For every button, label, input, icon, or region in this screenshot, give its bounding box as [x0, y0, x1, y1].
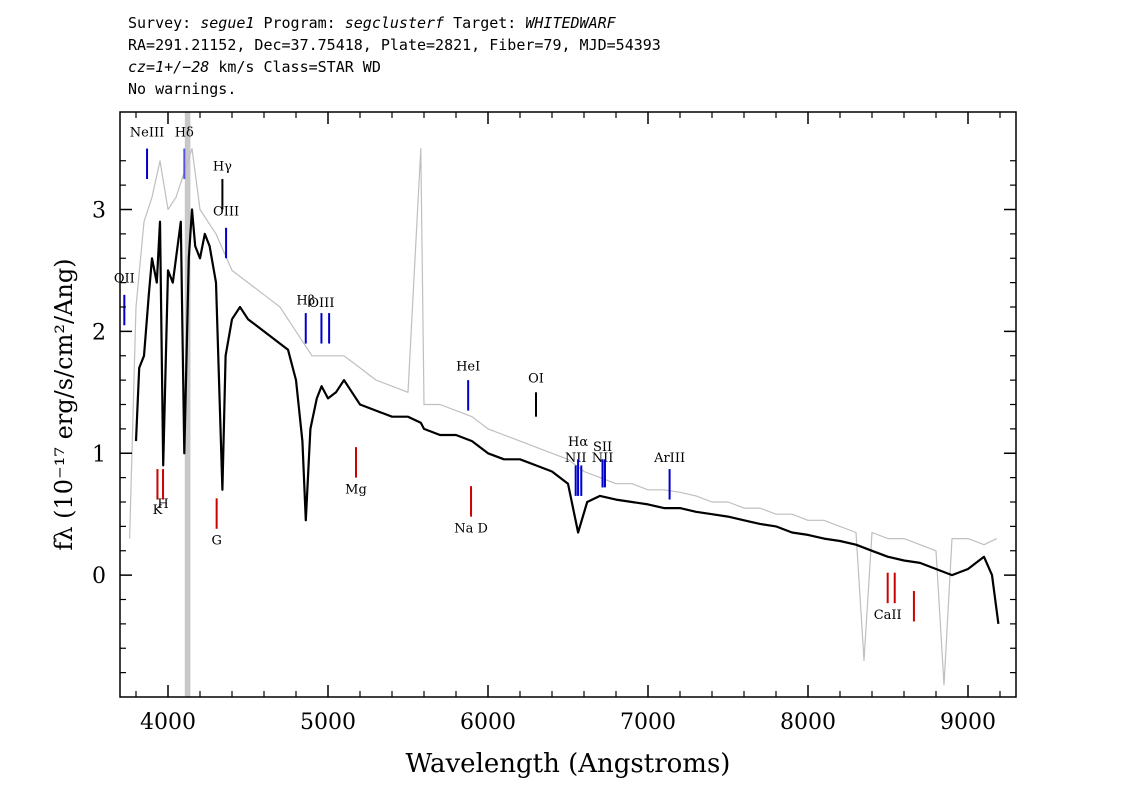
- y-tick-label: 2: [92, 320, 106, 345]
- y-tick-label: 1: [92, 442, 106, 467]
- line-marker-label: HeI: [456, 359, 480, 374]
- flux-series-line: [134, 208, 1000, 625]
- line-marker-label: Hβ: [296, 294, 315, 309]
- error-series-line: [129, 148, 998, 686]
- line-marker-label: G: [211, 534, 221, 549]
- line-marker-label: ArIII: [653, 451, 685, 466]
- masked-band: [184, 112, 191, 697]
- line-marker-label: OIII: [308, 296, 334, 311]
- header-line-2: RA=291.21152, Dec=37.75418, Plate=2821, …: [128, 36, 661, 54]
- spectrum-header: Survey: segue1 Program: segclusterf Targ…: [128, 12, 661, 100]
- survey-label: Survey:: [128, 14, 192, 32]
- line-marker-label: SII: [593, 440, 612, 455]
- y-tick-label: 0: [92, 564, 106, 589]
- line-marker-label: NII: [565, 451, 587, 466]
- target-value: WHITEDWARF: [525, 14, 616, 32]
- line-marker-label: NII: [592, 451, 614, 466]
- header-line-3: cz=1+/−28 km/s Class=STAR WD: [128, 56, 661, 78]
- line-marker-label: Na D: [454, 521, 488, 536]
- line-marker-label: OI: [528, 372, 544, 387]
- line-marker-label: H: [157, 497, 168, 512]
- x-tick-label: 8000: [780, 710, 836, 735]
- header-line-1: Survey: segue1 Program: segclusterf Targ…: [128, 12, 661, 34]
- cz-value: cz=1+/−28: [128, 58, 210, 76]
- survey-value: segue1: [200, 14, 255, 32]
- line-marker-label: OIII: [213, 205, 239, 220]
- x-tick-label: 4000: [140, 710, 196, 735]
- x-tick-label: 5000: [300, 710, 356, 735]
- line-marker-label: CaII: [874, 608, 902, 623]
- cz-unit-class: km/s Class=STAR WD: [218, 58, 381, 76]
- x-tick-label: 7000: [620, 710, 676, 735]
- x-tick-label: 6000: [460, 710, 516, 735]
- x-axis-label: Wavelength (Angstroms): [406, 749, 731, 779]
- y-axis-label: fλ (10⁻¹⁷ erg/s/cm²/Ang): [50, 258, 78, 550]
- y-tick-label: 3: [92, 199, 106, 224]
- line-marker-label: Hγ: [213, 160, 232, 175]
- line-marker-label: K: [153, 503, 163, 518]
- program-value: segclusterf: [344, 14, 445, 32]
- line-marker-label: NII: [570, 0, 592, 4]
- line-marker-label: Hα: [568, 435, 588, 450]
- header-line-4: No warnings.: [128, 80, 237, 98]
- line-marker-label: OII: [114, 272, 135, 287]
- x-tick-label: 9000: [940, 710, 996, 735]
- target-label: Target:: [453, 14, 517, 32]
- line-marker-label: Mg: [345, 482, 367, 497]
- line-marker-label: Hδ: [175, 125, 194, 140]
- line-marker-label: NeIII: [130, 125, 164, 140]
- program-label: Program:: [263, 14, 336, 32]
